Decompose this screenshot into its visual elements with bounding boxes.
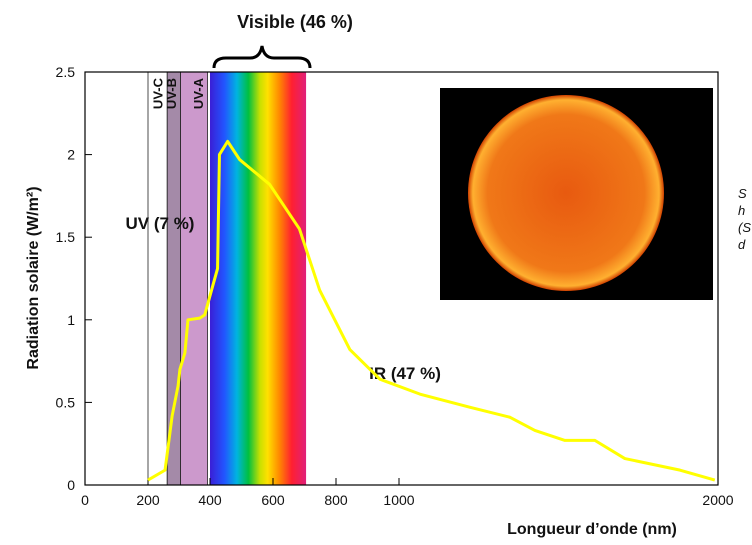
side-note: S xyxy=(738,186,747,201)
x-tick-label: 2000 xyxy=(702,492,733,508)
side-note: h xyxy=(738,203,745,218)
visible-spectrum xyxy=(210,72,306,485)
x-tick-label: 0 xyxy=(81,492,89,508)
y-tick-label: 1.5 xyxy=(56,229,76,245)
uv-label: UV (7 %) xyxy=(126,214,195,233)
y-tick-label: 2 xyxy=(67,147,75,163)
visible-brace xyxy=(214,46,310,68)
x-axis-label: Longueur d’onde (nm) xyxy=(507,521,677,538)
y-tick-label: 2.5 xyxy=(56,64,76,80)
y-tick-label: 0.5 xyxy=(56,394,76,410)
x-tick-label: 1000 xyxy=(383,492,414,508)
page: {"chart_data": {"type": "line", "x_label… xyxy=(0,0,752,545)
y-tick-label: 1 xyxy=(67,312,75,328)
y-axis-label: Radiation solaire (W/m²) xyxy=(25,186,42,369)
x-tick-label: 200 xyxy=(136,492,160,508)
band-label: UV-A xyxy=(191,77,206,109)
side-note: (S xyxy=(738,220,751,235)
x-tick-label: 800 xyxy=(324,492,348,508)
chart: Visible (46 %) UV (7 %) IR (47 %) Radiat… xyxy=(0,0,752,545)
y-tick-label: 0 xyxy=(67,477,75,493)
visible-label: Visible (46 %) xyxy=(237,12,353,32)
sun-image xyxy=(440,88,713,300)
side-note: d xyxy=(738,237,746,252)
x-tick-label: 600 xyxy=(261,492,285,508)
band xyxy=(148,72,167,485)
band-label: UV-B xyxy=(164,78,179,109)
band xyxy=(167,72,180,485)
band xyxy=(181,72,208,485)
x-tick-label: 400 xyxy=(198,492,222,508)
